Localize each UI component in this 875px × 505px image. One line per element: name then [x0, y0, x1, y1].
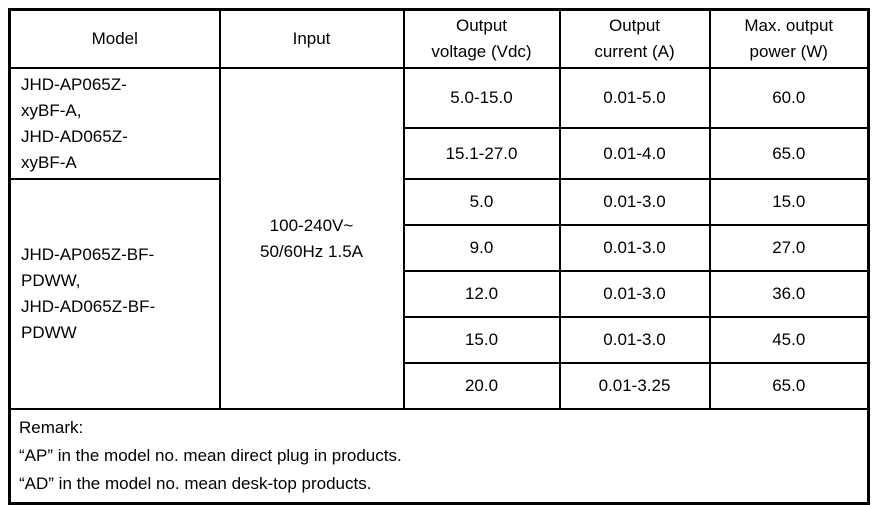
current-cell: 0.01-3.0 — [558, 178, 711, 226]
table-row: 20.0 0.01-3.25 65.0 — [10, 362, 870, 410]
current-cell: 0.01-5.0 — [558, 67, 711, 129]
voltage-cell: 15.1-27.0 — [402, 127, 561, 180]
power-cell: 15.0 — [708, 178, 870, 226]
col-header-input: Input — [218, 8, 405, 69]
power-cell: 65.0 — [708, 362, 870, 410]
table-row: JHD-AP065Z-BF- PDWW, JHD-AD065Z-BF- PDWW… — [8, 178, 870, 410]
voltage-cell: 9.0 — [402, 224, 561, 272]
col-header-output-voltage: Output voltage (Vdc) — [402, 8, 561, 69]
voltage-cell: 5.0 — [402, 178, 561, 226]
power-cell: 65.0 — [708, 127, 870, 180]
current-cell: 0.01-3.0 — [558, 224, 711, 272]
table-row: 15.1-27.0 0.01-4.0 65.0 — [10, 127, 870, 180]
power-cell: 27.0 — [708, 224, 870, 272]
current-cell: 0.01-3.0 — [558, 316, 711, 364]
table-row: 15.0 0.01-3.0 45.0 — [10, 316, 870, 364]
voltage-cell: 5.0-15.0 — [402, 67, 561, 129]
power-cell: 60.0 — [708, 67, 870, 129]
remark-cell: Remark: “AP” in the model no. mean direc… — [8, 408, 870, 505]
table-row: JHD-AP065Z- xyBF-A, JHD-AD065Z- xyBF-A 1… — [8, 67, 870, 410]
input-cell: 100-240V~ 50/60Hz 1.5A — [218, 67, 405, 410]
header-row: Model Input Output voltage (Vdc) Output … — [8, 8, 870, 69]
voltage-cell: 15.0 — [402, 316, 561, 364]
model-group-2-cell: JHD-AP065Z-BF- PDWW, JHD-AD065Z-BF- PDWW — [8, 178, 221, 410]
table-row: 12.0 0.01-3.0 36.0 — [10, 270, 870, 318]
current-cell: 0.01-4.0 — [558, 127, 711, 180]
col-header-model: Model — [8, 8, 221, 69]
voltage-cell: 20.0 — [402, 362, 561, 410]
power-spec-table: Model Input Output voltage (Vdc) Output … — [8, 8, 870, 505]
remark-row: Remark: “AP” in the model no. mean direc… — [8, 408, 870, 505]
voltage-cell: 12.0 — [402, 270, 561, 318]
model-group-1-cell: JHD-AP065Z- xyBF-A, JHD-AD065Z- xyBF-A — [8, 67, 221, 180]
power-cell: 36.0 — [708, 270, 870, 318]
power-cell: 45.0 — [708, 316, 870, 364]
col-header-max-output-power: Max. output power (W) — [708, 8, 870, 69]
current-cell: 0.01-3.0 — [558, 270, 711, 318]
col-header-output-current: Output current (A) — [558, 8, 711, 69]
current-cell: 0.01-3.25 — [558, 362, 711, 410]
table-row: 9.0 0.01-3.0 27.0 — [10, 224, 870, 272]
